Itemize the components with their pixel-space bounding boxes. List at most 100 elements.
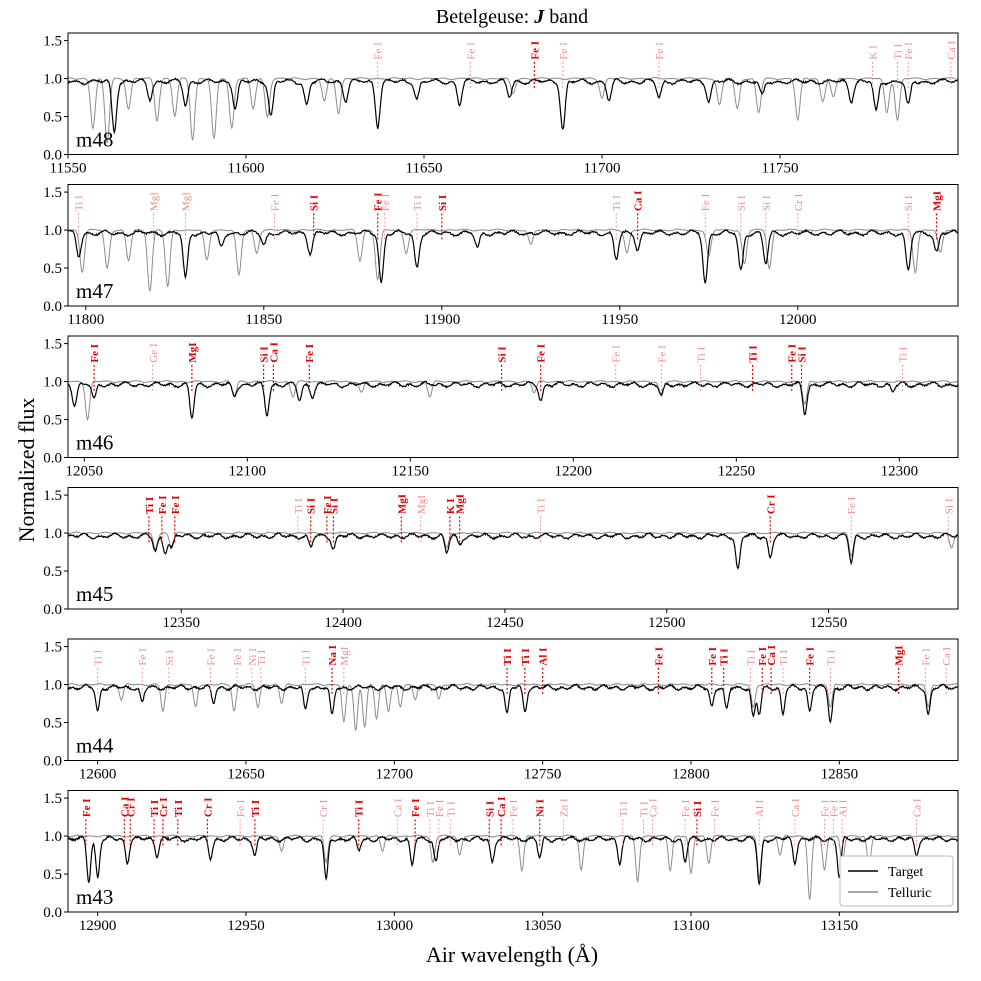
line-label: Ca I	[647, 798, 659, 817]
line-label: Ti I	[93, 649, 105, 665]
x-tick-label: 12150	[392, 464, 430, 480]
x-tick-label: 11650	[406, 161, 443, 177]
line-label: Ti I	[748, 345, 760, 362]
line-label: Fe I	[529, 41, 541, 60]
line-label: Fe I	[157, 495, 169, 514]
line-label: K I	[868, 45, 880, 60]
line-label: Fe I	[653, 647, 665, 666]
line-label: Fe I	[434, 799, 446, 817]
line-label: Si I	[484, 801, 496, 817]
line-label: Ca I	[119, 797, 131, 817]
telluric-spectrum	[68, 682, 958, 732]
line-label: MgI	[187, 342, 199, 362]
line-label: Fe I	[558, 42, 570, 60]
line-label: Cr I	[793, 193, 805, 211]
line-label: Cr I	[318, 799, 330, 817]
panel-frame	[67, 487, 959, 610]
line-label: MgI	[396, 494, 408, 514]
y-tick-label: 1.5	[43, 640, 62, 656]
line-label: MgI	[180, 192, 192, 211]
x-tick-label: 11550	[50, 161, 87, 177]
x-tick-label: 12100	[229, 464, 267, 480]
line-label: Ni I	[535, 799, 547, 817]
line-label: Ti I	[144, 497, 156, 514]
y-tick-label: 1.5	[43, 185, 62, 201]
line-label: Fe I	[373, 42, 385, 60]
x-tick-label: 12700	[376, 767, 414, 783]
line-label: Ca I	[268, 342, 280, 362]
line-label: Na I	[327, 645, 339, 665]
line-label: Fe I	[846, 496, 858, 514]
x-tick-label: 11750	[762, 161, 799, 177]
y-tick-label: 0.0	[43, 905, 62, 921]
line-label: Fe I	[611, 345, 623, 363]
line-label: Fe I	[536, 344, 548, 363]
line-label: Fe I	[757, 647, 769, 666]
panel-frame	[67, 32, 959, 155]
line-label: Si I	[259, 346, 271, 362]
line-label: Si I	[328, 498, 340, 514]
y-tick-label: 0.5	[43, 261, 62, 277]
x-tick-label: 13000	[376, 918, 414, 934]
line-label: Ni I	[247, 648, 259, 666]
y-tick-label: 1.5	[43, 337, 62, 353]
line-label: Fe I	[235, 799, 247, 817]
line-label: Si I	[309, 195, 321, 211]
x-tick-label: 13100	[672, 918, 710, 934]
line-label: Al I	[754, 799, 766, 817]
line-label: Ti I	[425, 801, 437, 817]
line-label: Ti I	[618, 801, 630, 817]
line-label: Fe I	[700, 193, 712, 211]
line-label: Ti I	[898, 346, 910, 362]
line-label: Ti I	[502, 648, 514, 665]
line-label: K I	[445, 498, 457, 514]
line-label: Ti I	[536, 498, 548, 514]
line-label: Ca I	[946, 41, 958, 60]
x-tick-label: 12900	[79, 918, 117, 934]
line-label: Ti I	[892, 43, 904, 59]
x-tick-label: 12750	[524, 767, 562, 783]
target-spectrum	[68, 834, 958, 886]
panel-m47: Ti I MgI MgI Fe I Si I Fe IFe I Ti I Si I Ti I Ca…	[43, 184, 959, 328]
line-label: Ti I	[446, 801, 458, 817]
line-label: Fe I	[380, 193, 392, 211]
telluric-spectrum	[68, 228, 958, 292]
y-tick-label: 1.5	[43, 488, 62, 504]
line-label: Fe I	[903, 42, 915, 60]
line-label: Fe I	[828, 799, 840, 817]
target-spectrum	[68, 380, 958, 420]
line-label: Si I	[306, 498, 318, 514]
x-tick-label: 12950	[227, 918, 265, 934]
order-label: m43	[76, 885, 113, 909]
line-label: Ti I	[719, 648, 731, 665]
line-label: MgI	[416, 495, 428, 514]
x-axis-label: Air wavelength (Å)	[426, 942, 598, 967]
line-label: MgI	[148, 192, 160, 211]
x-tick-label: 12400	[324, 615, 362, 631]
line-label: Si I	[903, 195, 915, 211]
line-label: Ti I	[293, 498, 305, 514]
panel-frame	[67, 184, 959, 307]
y-tick-label: 0.0	[43, 451, 62, 467]
target-spectrum	[68, 531, 958, 570]
x-tick-label: 11600	[228, 161, 265, 177]
x-tick-label: 12050	[66, 464, 104, 480]
y-tick-label: 1.0	[43, 678, 62, 694]
line-label: Ti I	[520, 648, 532, 665]
x-tick-label: 13050	[524, 918, 562, 934]
line-label: Ti I	[149, 800, 161, 817]
order-label: m48	[76, 128, 113, 152]
line-label: Ti I	[695, 346, 707, 362]
line-label: Ti I	[256, 649, 268, 665]
y-tick-label: 0.5	[43, 413, 62, 429]
line-label: Ti I	[412, 195, 424, 211]
y-tick-label: 0.0	[43, 602, 62, 618]
line-label: Si I	[692, 801, 704, 817]
order-label: m47	[76, 279, 113, 303]
line-label: MgI	[932, 191, 944, 211]
line-label: Ca I	[392, 798, 404, 817]
line-label: Fe I	[137, 648, 149, 666]
telluric-spectrum	[68, 76, 958, 144]
